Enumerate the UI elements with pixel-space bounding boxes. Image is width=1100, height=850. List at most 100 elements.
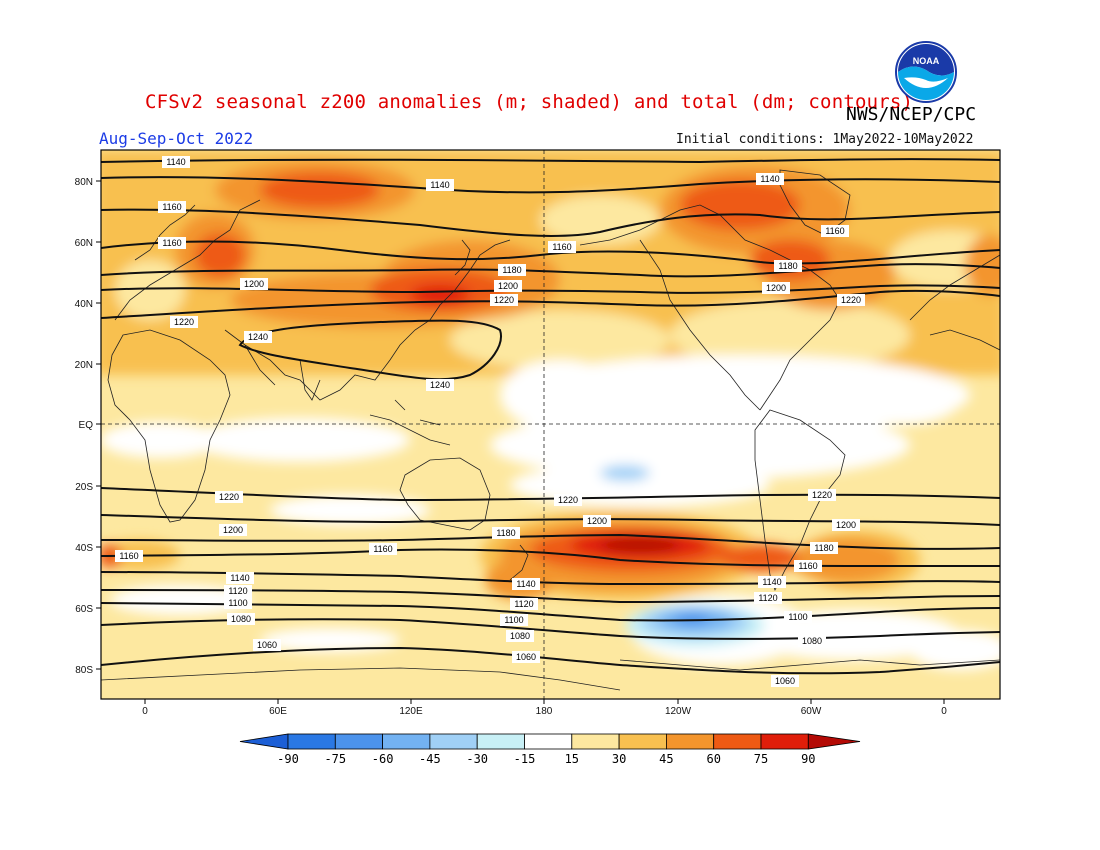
contour-label: 1140: [430, 180, 449, 190]
height-contours: [101, 158, 1000, 675]
contour-label: 1220: [174, 317, 194, 327]
contour-label-bg: [512, 651, 540, 663]
colorbar-right-arrow: [807, 733, 861, 750]
colorbar-tick-label: 30: [612, 752, 626, 766]
colorbar-tick-label: 15: [565, 752, 579, 766]
colorbar-segment: [476, 733, 525, 750]
contour-label-bg: [426, 179, 454, 191]
contour-label-bg: [832, 519, 860, 531]
contour-label: 1160: [825, 226, 844, 236]
contour-label-bg: [798, 635, 826, 647]
contour-label-bg: [490, 294, 518, 306]
contour-label-bg: [244, 331, 272, 343]
colorbar-left-arrow: [239, 733, 289, 750]
contour-label-bg: [821, 225, 849, 237]
lat-label: 20S: [75, 482, 93, 493]
contour-label-bg: [492, 527, 520, 539]
contour-label-bg: [794, 560, 822, 572]
contour-label-bg: [170, 316, 198, 328]
lon-label: 60E: [269, 706, 287, 717]
colorbar-tick-label: -45: [419, 752, 441, 766]
contour-label-bg: [498, 264, 526, 276]
colorbar-tick-label: 60: [706, 752, 720, 766]
colorbar-tick-label: 75: [754, 752, 768, 766]
contour-label-bg: [554, 494, 582, 506]
contour-labels: 1140 1140 1140 1160 1160 1160 1160 1180 1180 1200…: [115, 156, 865, 687]
contour-label-bg: [510, 598, 538, 610]
contour-label: 1180: [496, 528, 515, 538]
contour-label: 1240: [430, 380, 450, 390]
colorbar-tick-label: -15: [514, 752, 536, 766]
lat-label: 60S: [75, 604, 93, 615]
longitude-axis: 0 60E 120E 180 120W 60W 0: [142, 699, 947, 717]
contour-label: 1080: [510, 631, 530, 641]
contour-label: 1160: [798, 561, 817, 571]
contour-label: 1160: [119, 551, 138, 561]
lon-label: 0: [941, 706, 947, 717]
lon-label: 120W: [665, 706, 692, 717]
contour-label: 1120: [514, 599, 533, 609]
colorbar-segment: [524, 733, 573, 750]
svg-text:NOAA: NOAA: [913, 56, 940, 66]
contour-label-bg: [253, 639, 281, 651]
contour-label: 1080: [231, 614, 251, 624]
agency-label: NWS/NCEP/CPC: [846, 104, 977, 125]
colorbar: -90 -75 -60 -45 -30 -15 15 30 45 60 75 90: [239, 733, 861, 766]
contour-label: 1140: [230, 573, 249, 583]
lat-label: EQ: [79, 420, 94, 431]
contour-label: 1180: [502, 265, 521, 275]
contour-label-bg: [227, 613, 255, 625]
contour-label: 1160: [552, 242, 571, 252]
contour-label-bg: [583, 515, 611, 527]
contour-label-bg: [158, 237, 186, 249]
contour-label: 1100: [228, 598, 247, 608]
colorbar-segment: [713, 733, 762, 750]
contour-label: 1160: [373, 544, 392, 554]
colorbar-tick-label: 90: [801, 752, 815, 766]
contour-label: 1060: [516, 652, 536, 662]
contour-label-bg: [224, 585, 252, 597]
contour-label: 1160: [162, 238, 181, 248]
contour-label: 1200: [766, 283, 786, 293]
contour-label-bg: [758, 576, 786, 588]
contour-label: 1200: [223, 525, 243, 535]
lat-label: 80S: [75, 665, 93, 676]
lat-label: 20N: [75, 360, 93, 371]
colorbar-segment: [334, 733, 383, 750]
colorbar-tick-label: -60: [372, 752, 394, 766]
contour-label: 1140: [166, 157, 185, 167]
contour-label: 1140: [762, 577, 781, 587]
contour-label-bg: [224, 597, 252, 609]
noaa-logo-icon: NOAA: [895, 41, 957, 103]
contour-label-bg: [369, 543, 397, 555]
contour-label-bg: [219, 524, 247, 536]
lat-label: 60N: [75, 238, 93, 249]
lon-label: 120E: [399, 706, 423, 717]
contour-label-bg: [115, 550, 143, 562]
latitude-axis: 80N 60N 40N 20N EQ 20S 40S 60S 80S: [75, 177, 101, 676]
contour-label: 1080: [802, 636, 822, 646]
contour-label: 1220: [841, 295, 861, 305]
contour-label: 1180: [778, 261, 797, 271]
contour-label-bg: [762, 282, 790, 294]
contour-label-bg: [500, 614, 528, 626]
contour-label-bg: [754, 592, 782, 604]
contour-label-bg: [426, 379, 454, 391]
colorbar-tick-label: -75: [324, 752, 346, 766]
contour-label: 1220: [558, 495, 578, 505]
lat-label: 40N: [75, 299, 93, 310]
colorbar-segment: [666, 733, 715, 750]
contour-label-bg: [784, 611, 812, 623]
contour-label-bg: [756, 173, 784, 185]
contour-label: 1120: [758, 593, 777, 603]
colorbar-segment: [618, 733, 667, 750]
colorbar-tick-label: -30: [466, 752, 488, 766]
contour-label-bg: [810, 542, 838, 554]
map-title: CFSv2 seasonal z200 anomalies (m; shaded…: [145, 91, 914, 113]
lon-label: 0: [142, 706, 148, 717]
contour-label-bg: [158, 201, 186, 213]
contour-label-bg: [837, 294, 865, 306]
contour-label: 1200: [836, 520, 856, 530]
contour-label: 1060: [257, 640, 277, 650]
